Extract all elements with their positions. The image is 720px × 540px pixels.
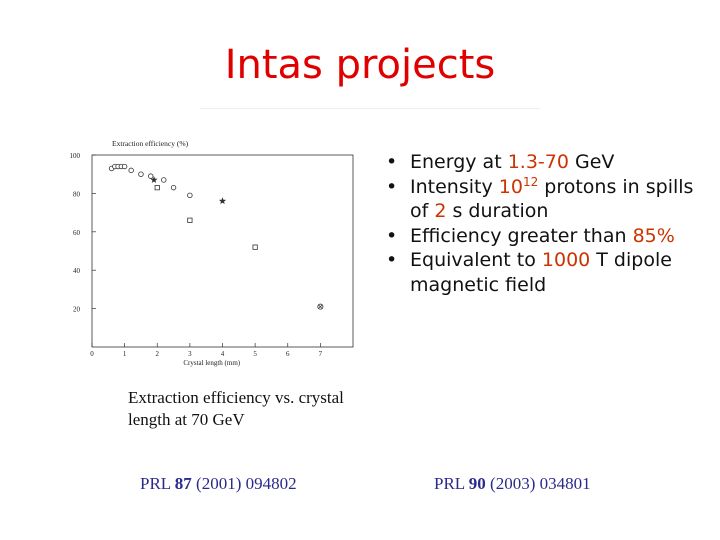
- bullet-text: GeV: [568, 151, 615, 173]
- data-point-star: [218, 197, 227, 205]
- bullet-text: protons in spills of: [410, 175, 694, 223]
- data-point-circle: [128, 167, 134, 174]
- chart-caption: Extraction efficiency vs. crystal length…: [128, 388, 344, 429]
- data-point-star: [150, 176, 158, 184]
- reference-right: PRL 90 (2003) 034801: [434, 474, 591, 494]
- bullet-text: s duration: [446, 200, 549, 222]
- y-tick-label: 80: [73, 190, 81, 198]
- x-tick-label: 3: [188, 350, 192, 358]
- bullet-text: Intensity: [410, 175, 499, 198]
- y-tick-label: 60: [73, 229, 81, 237]
- x-tick-label: 1: [123, 350, 127, 358]
- x-tick-label: 2: [156, 350, 160, 358]
- reference-details: (2003) 034801: [485, 474, 591, 493]
- data-point-circle: [148, 173, 154, 179]
- x-tick-label: 6: [286, 350, 290, 358]
- bullet-highlight: 12: [522, 174, 539, 189]
- bullet-item: Intensity 1012 protons in spills of 2 s …: [384, 175, 714, 224]
- bullet-highlight: 10: [498, 175, 523, 198]
- x-tick-label: 5: [253, 350, 257, 358]
- reference-left: PRL 87 (2001) 094802: [140, 474, 297, 494]
- x-axis-label: Crystal length (mm): [183, 359, 240, 367]
- reference-journal: PRL: [140, 474, 175, 493]
- efficiency-scatter-chart: 20 40 60 80 100 0 1 2 3 4 5 6 7 Extraction efficiency…: [70, 139, 354, 367]
- y-tick-label: 40: [73, 267, 81, 275]
- plot-frame: [91, 154, 354, 348]
- bullet-highlight: 85%: [632, 224, 675, 247]
- data-point-square: [154, 185, 160, 191]
- y-tick-label: 100: [70, 152, 81, 160]
- x-tick-label: 7: [319, 350, 323, 358]
- reference-journal: PRL: [434, 474, 469, 493]
- reference-volume: 87: [174, 474, 192, 493]
- x-tick-label: 0: [90, 350, 94, 358]
- y-tick-label: 20: [73, 306, 81, 314]
- bullet-item: Efficiency greater than 85%: [384, 224, 714, 249]
- bullet-highlight: 1000: [541, 249, 591, 271]
- reference-volume: 90: [468, 474, 486, 493]
- bullet-highlight: 1.3-70: [507, 151, 569, 173]
- x-tick-label: 4: [221, 350, 225, 358]
- data-point-circle: [138, 171, 144, 177]
- title-divider: [200, 108, 540, 109]
- bullet-highlight: 2: [434, 200, 447, 222]
- data-point-square: [187, 217, 193, 223]
- bullet-list: Energy at 1.3-70 GeVIntensity 1012 proto…: [384, 150, 714, 297]
- bullet-text: Energy at: [410, 151, 508, 173]
- data-point-square: [252, 244, 258, 250]
- bullet-item: Energy at 1.3-70 GeV: [384, 150, 714, 175]
- bullet-text: Efficiency greater than: [410, 224, 633, 247]
- data-point-circle: [121, 163, 128, 170]
- data-point-circle: [161, 177, 167, 183]
- data-point-circle: [170, 184, 177, 191]
- bullet-text: Equivalent to: [410, 249, 542, 271]
- bullet-item: Equivalent to 1000 T dipole magnetic fie…: [384, 248, 714, 297]
- data-point-circle: [187, 192, 193, 199]
- data-point-cross: [318, 304, 323, 309]
- bullet-text: T dipole magnetic field: [410, 249, 672, 296]
- slide-title: Intas projects: [224, 42, 496, 88]
- reference-details: (2001) 094802: [191, 474, 297, 493]
- y-axis-label: Extraction efficiency (%): [112, 139, 189, 148]
